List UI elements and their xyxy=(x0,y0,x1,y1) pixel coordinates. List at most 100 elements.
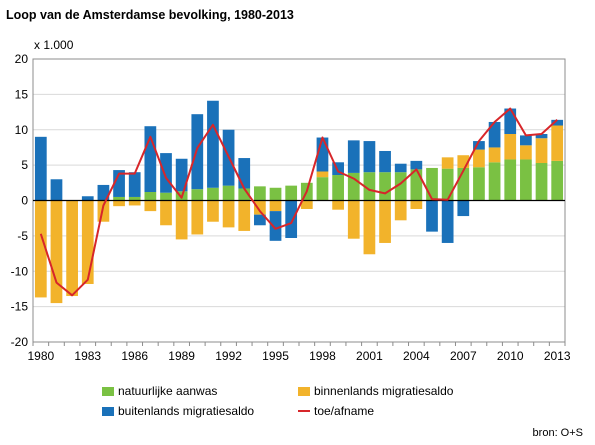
legend-label-foreign: buitenlands migratiesaldo xyxy=(118,404,255,418)
bar-internal xyxy=(347,200,360,239)
y-unit-label: x 1.000 xyxy=(34,38,74,52)
legend-swatch-internal xyxy=(298,386,310,396)
bar-natural xyxy=(113,196,125,201)
bar-natural xyxy=(551,160,564,201)
bar-foreign xyxy=(488,121,501,148)
bar-foreign xyxy=(535,133,548,139)
bar-foreign xyxy=(504,108,517,134)
bar-natural xyxy=(394,172,407,201)
line-total xyxy=(39,107,558,297)
bar-foreign xyxy=(332,162,344,176)
legend-label-internal: binnenlands migratiesaldo xyxy=(314,384,454,398)
bar-internal xyxy=(144,200,157,212)
bar-internal xyxy=(269,200,282,212)
bar-natural xyxy=(535,163,548,201)
bar-natural xyxy=(285,185,298,201)
bar-internal xyxy=(441,157,454,169)
bar-internal xyxy=(81,200,94,284)
bar-foreign xyxy=(207,100,219,188)
bar-foreign xyxy=(254,214,266,226)
bar-foreign xyxy=(144,126,157,193)
bar-internal xyxy=(97,200,110,222)
bar-foreign xyxy=(363,141,376,173)
bar-natural xyxy=(332,175,344,201)
y-tick-label: -20 xyxy=(11,335,29,349)
bar-natural xyxy=(144,192,157,201)
x-tick-label: 1980 xyxy=(27,349,54,363)
bar-foreign xyxy=(410,160,423,170)
bar-internal xyxy=(160,200,172,226)
bar-natural xyxy=(238,188,251,201)
x-tick-label: 1989 xyxy=(168,349,195,363)
bar-natural xyxy=(347,172,360,201)
bar-foreign xyxy=(34,136,47,201)
bar-foreign xyxy=(191,114,204,190)
legend-item-internal: binnenlands migratiesaldo xyxy=(298,384,453,398)
x-tick-label: 1995 xyxy=(262,349,289,363)
legend-swatch-total xyxy=(298,410,310,412)
source-note: bron: O+S xyxy=(532,427,583,439)
bar-internal xyxy=(551,125,564,161)
y-tick-label: 20 xyxy=(15,52,29,66)
bar-internal xyxy=(128,200,141,206)
bar-foreign xyxy=(285,200,298,238)
y-tick-label: -5 xyxy=(17,229,28,243)
bar-natural xyxy=(379,172,391,201)
legend-item-foreign: buitenlands migratiesaldo xyxy=(102,404,254,418)
bar-internal xyxy=(410,200,423,209)
legend-item-total: toe/afname xyxy=(298,404,374,418)
bar-internal xyxy=(332,200,344,210)
x-tick-label: 1998 xyxy=(309,349,336,363)
legend-swatch-natural xyxy=(102,386,114,396)
bar-natural xyxy=(504,159,517,201)
x-tick-label: 2013 xyxy=(544,349,571,363)
bar-natural xyxy=(520,159,532,201)
y-tick-label: 0 xyxy=(21,194,28,208)
bar-internal xyxy=(191,200,204,235)
bar-foreign xyxy=(551,119,564,126)
x-tick-label: 2001 xyxy=(356,349,383,363)
bar-internal xyxy=(66,200,78,297)
bar-natural xyxy=(426,167,438,201)
bar-internal xyxy=(457,155,470,168)
bar-natural xyxy=(457,167,470,201)
bar-natural xyxy=(254,186,266,201)
bar-natural xyxy=(191,189,204,201)
legend-swatch-foreign xyxy=(102,406,114,416)
x-tick-label: 1983 xyxy=(74,349,101,363)
y-tick-label: -10 xyxy=(11,264,29,278)
bar-natural xyxy=(488,162,501,201)
bar-foreign xyxy=(457,200,470,217)
bar-foreign xyxy=(238,158,251,189)
x-tick-label: 2004 xyxy=(403,349,430,363)
legend-label-natural: natuurlijke aanwas xyxy=(118,384,218,398)
bar-internal xyxy=(254,200,266,215)
x-tick-label: 2007 xyxy=(450,349,477,363)
bar-internal xyxy=(207,200,219,222)
bar-internal xyxy=(363,200,376,255)
bar-internal xyxy=(50,200,63,304)
bar-foreign xyxy=(316,137,329,172)
legend-label-total: toe/afname xyxy=(314,404,375,418)
bar-internal xyxy=(175,200,188,240)
bar-natural xyxy=(363,172,376,201)
bar-foreign xyxy=(97,184,110,201)
chart-title: Loop van de Amsterdamse bevolking, 1980-… xyxy=(6,8,294,22)
bar-internal xyxy=(238,200,251,231)
y-tick-label: 5 xyxy=(21,158,28,172)
bar-natural xyxy=(160,192,172,201)
x-tick-label: 1986 xyxy=(121,349,148,363)
bar-internal xyxy=(535,138,548,164)
bar-natural xyxy=(316,177,329,201)
bar-foreign xyxy=(50,179,63,201)
bar-foreign xyxy=(128,172,141,197)
bar-foreign xyxy=(160,153,172,193)
bar-internal xyxy=(113,200,125,207)
bar-natural xyxy=(269,187,282,201)
bar-internal xyxy=(316,171,329,178)
bar-natural xyxy=(128,196,141,201)
bar-foreign xyxy=(426,200,438,232)
bar-foreign xyxy=(394,163,407,173)
bar-foreign xyxy=(473,141,485,150)
